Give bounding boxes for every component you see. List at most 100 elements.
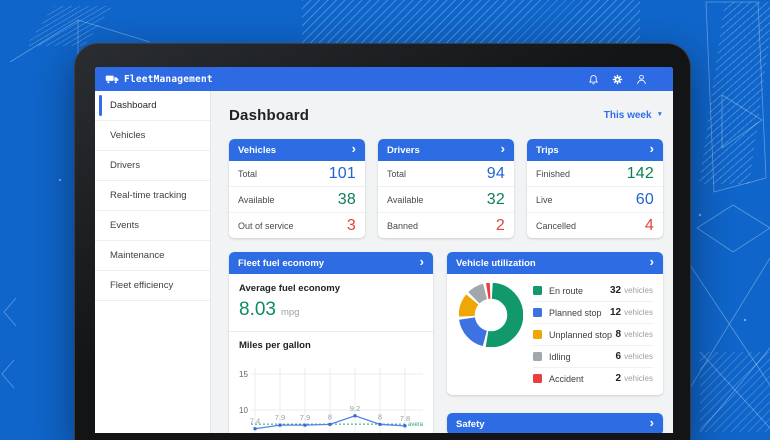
card-title: Safety	[456, 418, 485, 430]
stat-value: 60	[635, 190, 654, 208]
legend-unit: vehicles	[624, 308, 653, 317]
bell-icon[interactable]	[588, 74, 599, 85]
sidebar: Dashboard Vehicles Drivers Real-time tra…	[95, 91, 211, 433]
legend-value: 8	[615, 329, 622, 340]
stat-row: Live 60	[527, 187, 663, 213]
svg-text:8: 8	[328, 412, 332, 421]
svg-text:7.8: 7.8	[400, 414, 410, 423]
drivers-card: Drivers › Total 94 Available 32	[378, 139, 514, 238]
card-title: Fleet fuel economy	[238, 257, 325, 269]
period-selector[interactable]: This week ▼	[604, 110, 663, 121]
stat-value: 101	[328, 164, 356, 182]
legend-swatch	[533, 352, 542, 361]
sidebar-item-dashboard[interactable]: Dashboard	[95, 91, 210, 121]
sidebar-item-events[interactable]: Events	[95, 211, 210, 241]
stat-value: 2	[495, 216, 505, 234]
safety-card-header[interactable]: Safety ›	[447, 413, 663, 433]
stat-label: Live	[536, 194, 553, 205]
blueprint-decoration	[25, 6, 113, 46]
vehicles-card-header[interactable]: Vehicles ›	[229, 139, 365, 161]
stat-row: Cancelled 4	[527, 213, 663, 238]
legend-label: Planned stop	[549, 307, 602, 318]
legend-swatch	[533, 374, 542, 383]
stat-value: 38	[337, 190, 356, 208]
legend-swatch	[533, 330, 542, 339]
fleet-fuel-economy-card: Fleet fuel economy › Average fuel econom…	[229, 252, 433, 433]
period-label: This week	[603, 109, 652, 121]
stat-label: Finished	[536, 168, 571, 179]
card-title: Drivers	[387, 144, 420, 156]
sidebar-item-drivers[interactable]: Drivers	[95, 151, 210, 181]
legend-unit: vehicles	[624, 352, 653, 361]
stat-row: Total 101	[229, 161, 365, 187]
legend-label: Accident	[549, 373, 584, 384]
blueprint-decoration	[700, 352, 770, 432]
avg-fuel-economy-label: Average fuel economy	[239, 283, 341, 294]
avg-fuel-economy-unit: mpg	[280, 307, 300, 318]
gear-icon[interactable]	[612, 74, 623, 85]
legend-unit: vehicles	[624, 374, 653, 383]
stat-row: Total 94	[378, 161, 514, 187]
stat-row: Available 32	[378, 187, 514, 213]
active-indicator	[99, 95, 102, 116]
fuel-economy-line-chart: 15 10 average 7.4 7.9 7.9 8 9.2 8 7.8	[239, 368, 423, 433]
sidebar-item-label: Drivers	[110, 160, 141, 171]
legend-swatch	[533, 286, 542, 295]
legend-value: 12	[609, 307, 622, 318]
card-title: Trips	[536, 144, 559, 156]
legend-label: Unplanned stop	[549, 329, 613, 340]
user-icon[interactable]	[636, 74, 647, 85]
sidebar-item-label: Fleet efficiency	[110, 280, 174, 291]
legend-label: En route	[549, 285, 584, 296]
app-logo: FleetManagement	[105, 74, 213, 85]
main-content: Dashboard This week ▼ Vehicles ›	[211, 91, 673, 433]
utilization-card-header[interactable]: Vehicle utilization ›	[447, 252, 663, 274]
app-title: FleetManagement	[124, 73, 213, 85]
app-bar: FleetManagement	[95, 67, 673, 91]
svg-text:9.2: 9.2	[350, 404, 360, 413]
svg-text:7.9: 7.9	[300, 413, 310, 422]
blueprint-decoration	[699, 2, 770, 184]
sidebar-item-label: Events	[110, 220, 140, 231]
blueprint-decoration	[302, 0, 640, 43]
legend-item-idling: Idling 6 vehicles	[533, 346, 653, 368]
chevron-down-icon: ▼	[656, 110, 663, 118]
legend-value: 32	[609, 285, 622, 296]
legend-unit: vehicles	[624, 330, 653, 339]
stat-label: Total	[238, 168, 258, 179]
legend-item-planned-stop: Planned stop 12 vehicles	[533, 302, 653, 324]
sidebar-item-real-time-tracking[interactable]: Real-time tracking	[95, 181, 210, 211]
svg-text:8: 8	[378, 412, 382, 421]
trips-card-header[interactable]: Trips ›	[527, 139, 663, 161]
vehicles-card: Vehicles › Total 101 Available 38	[229, 139, 365, 238]
stat-value: 142	[626, 164, 654, 182]
legend-swatch	[533, 308, 542, 317]
stat-label: Total	[387, 168, 407, 179]
sidebar-item-label: Real-time tracking	[110, 190, 187, 201]
sidebar-item-fleet-efficiency[interactable]: Fleet efficiency	[95, 271, 210, 301]
legend-unit: vehicles	[624, 286, 653, 295]
stat-row: Available 38	[229, 187, 365, 213]
sidebar-item-vehicles[interactable]: Vehicles	[95, 121, 210, 151]
legend-item-en-route: En route 32 vehicles	[533, 280, 653, 302]
trips-card: Trips › Finished 142 Live 60	[527, 139, 663, 238]
stat-value: 94	[486, 164, 505, 182]
legend-value: 6	[615, 351, 622, 362]
topbar-icons	[588, 74, 647, 85]
fuel-chart-title: Miles per gallon	[239, 340, 311, 351]
tablet-screen: FleetManagement	[95, 67, 673, 433]
sidebar-item-maintenance[interactable]: Maintenance	[95, 241, 210, 271]
avg-fuel-economy-value: 8.03	[239, 299, 276, 320]
page-title: Dashboard	[229, 106, 310, 124]
stat-label: Banned	[387, 220, 419, 231]
drivers-card-header[interactable]: Drivers ›	[378, 139, 514, 161]
stat-label: Available	[238, 194, 275, 205]
fuel-card-header[interactable]: Fleet fuel economy ›	[229, 252, 433, 274]
svg-text:7.4: 7.4	[250, 417, 260, 426]
card-title: Vehicles	[238, 144, 277, 156]
sidebar-item-label: Maintenance	[110, 250, 165, 261]
utilization-legend: En route 32 vehicles Planned stop 12	[533, 280, 653, 389]
svg-text:average: average	[408, 422, 423, 428]
safety-card: Safety ›	[447, 413, 663, 433]
